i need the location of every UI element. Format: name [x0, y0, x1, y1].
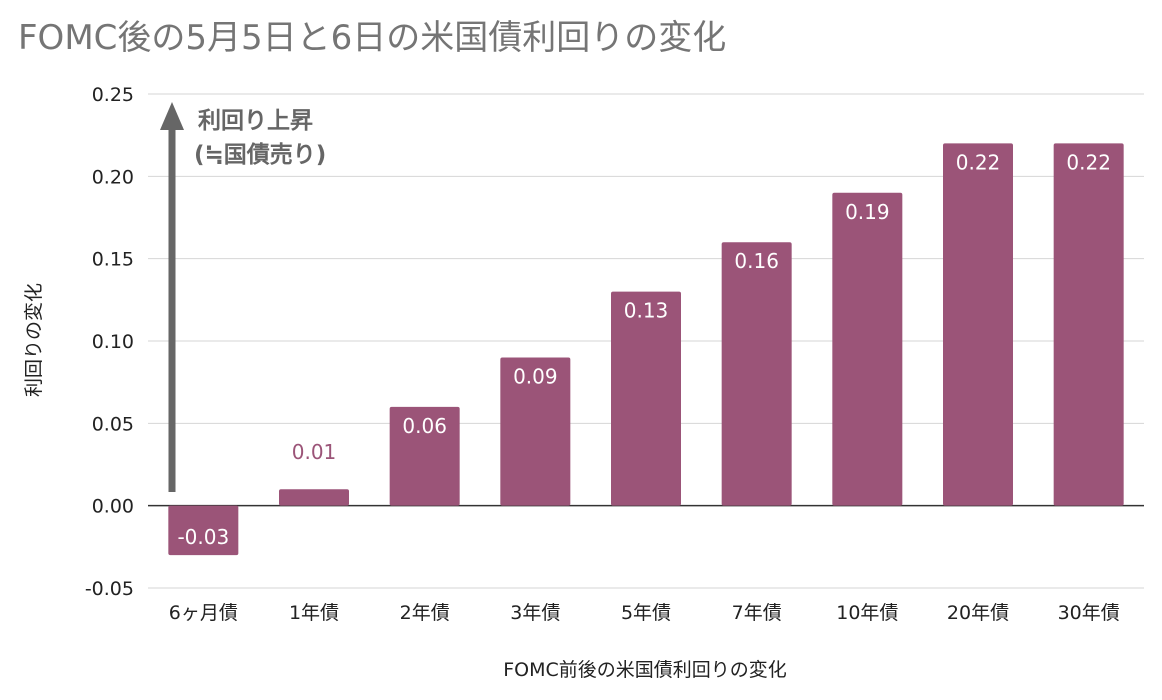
x-tick-label: 6ヶ月債 [169, 602, 238, 624]
annotation-line1: 利回り上昇 [198, 108, 313, 134]
bar [832, 192, 903, 506]
bar [389, 406, 460, 506]
y-tick-label: 0.00 [92, 496, 134, 518]
bars [168, 143, 1124, 556]
y-tick-label: -0.05 [85, 578, 134, 600]
x-tick-label: 5年債 [621, 602, 671, 624]
x-tick-label: 1年債 [289, 602, 339, 624]
x-tick-label: 7年債 [732, 602, 782, 624]
y-axis-tick-labels: -0.05 0.00 0.05 0.10 0.15 0.20 0.25 [85, 84, 134, 600]
bar [721, 242, 792, 506]
bar [611, 291, 681, 506]
x-tick-label: 10年債 [836, 602, 898, 624]
data-label: 0.06 [402, 414, 447, 438]
bar [943, 143, 1013, 506]
bar [500, 357, 571, 506]
bar [279, 489, 349, 506]
up-arrow-icon [160, 102, 184, 130]
y-tick-label: 0.25 [92, 84, 134, 106]
bar [168, 505, 239, 556]
chart-title: FOMC後の5月5日と6日の米国債利回りの変化 [18, 18, 727, 58]
data-label: 0.13 [624, 299, 669, 323]
data-label: 0.22 [956, 150, 1001, 174]
y-tick-label: 0.05 [92, 413, 134, 435]
y-tick-label: 0.15 [92, 249, 134, 271]
x-tick-label: 2年債 [400, 602, 450, 624]
y-tick-label: 0.10 [92, 331, 134, 353]
y-tick-label: 0.20 [92, 166, 134, 188]
data-label: 0.09 [513, 364, 558, 388]
data-label: 0.01 [292, 440, 337, 464]
bar [1053, 143, 1124, 506]
x-axis-tick-labels: 6ヶ月債 1年債 2年債 3年債 5年債 7年債 10年債 20年債 30年債 [169, 602, 1120, 624]
data-label: 0.16 [734, 249, 779, 273]
x-tick-label: 3年債 [510, 602, 560, 624]
annotation: 利回り上昇 (≒国債売り) [160, 102, 326, 492]
x-axis-title: FOMC前後の米国債利回りの変化 [503, 659, 787, 681]
data-label: 0.22 [1066, 150, 1111, 174]
y-axis-title: 利回りの変化 [23, 283, 45, 397]
data-label: 0.19 [845, 200, 890, 224]
x-tick-label: 20年債 [947, 602, 1009, 624]
x-tick-label: 30年債 [1058, 602, 1120, 624]
annotation-line2: (≒国債売り) [194, 142, 326, 168]
data-label: -0.03 [177, 525, 229, 549]
data-labels: -0.03 0.01 0.06 0.09 0.13 0.16 0.19 0.22 0.22 [177, 150, 1110, 549]
